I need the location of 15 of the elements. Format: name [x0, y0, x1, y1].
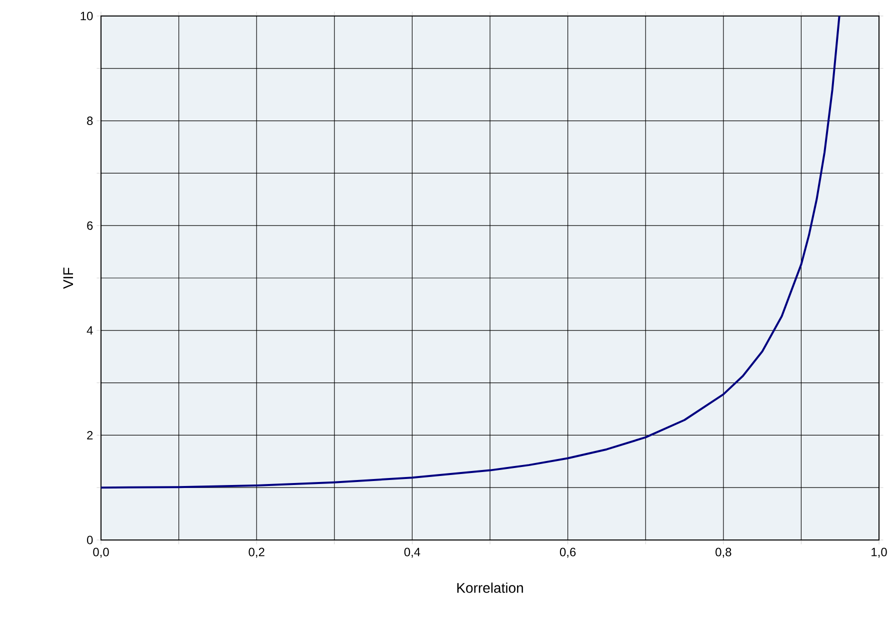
y-tick-label: 10 — [80, 12, 93, 20]
x-axis-title: Korrelation — [457, 582, 523, 593]
y-axis-title: VIF — [63, 268, 73, 289]
y-tick-label: 8 — [87, 116, 93, 126]
x-tick-label: 0,4 — [404, 548, 420, 558]
y-tick-label: 4 — [86, 326, 93, 335]
x-tick-label: 1,0 — [872, 548, 887, 558]
y-tick-label: 6 — [87, 221, 93, 230]
y-tick-label: 0 — [87, 536, 93, 544]
x-tick-label: 0,0 — [93, 548, 109, 558]
x-tick-label: 0,6 — [560, 548, 576, 558]
x-tick-label: 0,2 — [248, 548, 264, 558]
x-tick-label: 0,8 — [716, 548, 732, 558]
line-series — [101, 16, 840, 489]
y-tick-label: 2 — [87, 431, 93, 440]
